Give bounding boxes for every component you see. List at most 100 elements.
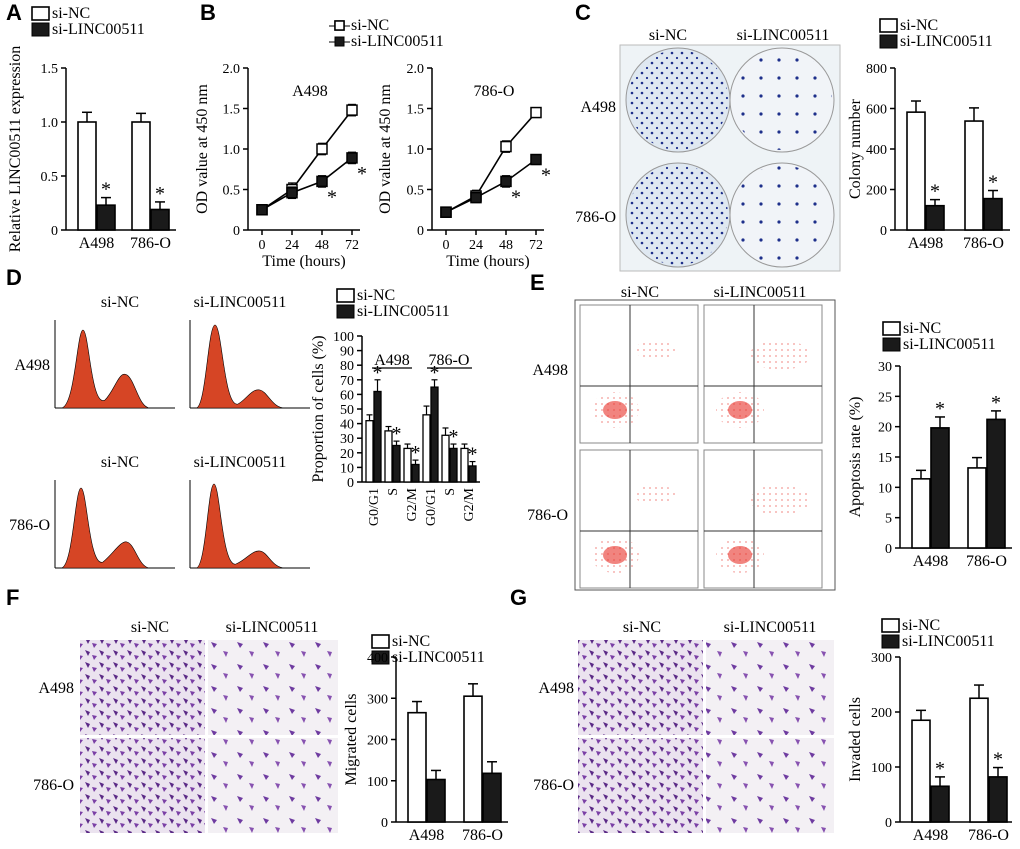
A-ytick-label: 1.5 <box>41 62 59 77</box>
c-group-nc: si-NC <box>649 27 687 44</box>
B2-sig-star: * <box>541 165 551 187</box>
D-sig-star: * <box>373 362 383 384</box>
G-sig-star: * <box>993 749 1003 771</box>
d-group-nc-top: si-NC <box>101 294 139 311</box>
c-legend-label-nc: si-NC <box>900 17 938 34</box>
B1-xtick-label: 0 <box>259 238 266 253</box>
D-ytick-label: 20 <box>340 447 354 462</box>
F-xtick-label: A498 <box>409 827 445 844</box>
b-legend-marker-nc <box>334 20 345 31</box>
F-bar <box>482 772 502 823</box>
C-ytick-label: 0 <box>880 224 887 239</box>
f-row-786o: 786-O <box>33 777 74 794</box>
f-legend-swatch-si <box>371 650 390 665</box>
A-ytick-label: 0.5 <box>41 170 59 185</box>
D-bar <box>373 390 382 483</box>
B2-title: 786-O <box>474 83 515 100</box>
B1-point <box>346 152 358 164</box>
E-ytick-label: 30 <box>878 360 892 375</box>
C-bar <box>906 111 926 231</box>
D-bar <box>422 414 431 483</box>
D-xtick-label: S <box>386 488 401 496</box>
B2-point <box>500 140 512 153</box>
C-sig-star: * <box>930 181 940 203</box>
e-legend-label-si: si-LINC00511 <box>903 336 996 353</box>
D-group-label: 786-O <box>429 352 470 369</box>
E-sig-star: * <box>991 392 1001 414</box>
D-ytick-label: 50 <box>340 403 354 418</box>
B2-series-line <box>445 158 537 213</box>
E-bar <box>911 478 931 549</box>
B1-ytick-label: 0 <box>233 224 240 239</box>
g-legend-swatch-si <box>881 634 900 649</box>
G-sig-star: * <box>935 758 945 780</box>
F-bar <box>407 711 427 823</box>
d-group-si-bottom: si-LINC00511 <box>194 454 287 471</box>
panel-label-b: B <box>200 0 216 25</box>
d-legend-swatch-nc <box>336 288 355 303</box>
D-group-label: A498 <box>374 352 410 369</box>
a-legend-label-si: si-LINC00511 <box>52 21 145 38</box>
c-legend-label-si: si-LINC00511 <box>900 33 993 50</box>
B1-point <box>316 175 328 188</box>
panel-label-e: E <box>530 270 545 295</box>
C-bar <box>964 120 984 231</box>
E-sig-star: * <box>935 398 945 420</box>
B1-xlabel: Time (hours) <box>262 253 345 270</box>
B1-series-line <box>261 157 353 211</box>
B2-ytick-label: 0 <box>417 224 424 239</box>
d-row-a498: A498 <box>14 357 50 374</box>
F-ytick-label: 300 <box>367 692 388 707</box>
f-group-si: si-LINC00511 <box>226 619 319 636</box>
B2-point <box>530 106 542 119</box>
F-ytick-label: 400 <box>367 651 388 666</box>
E-bar <box>986 418 1006 549</box>
migration-images <box>80 640 338 833</box>
B1-point <box>316 143 328 155</box>
E-ytick-label: 25 <box>878 390 892 405</box>
C-sig-star: * <box>988 172 998 194</box>
G-ylabel: Invaded cells <box>847 697 864 782</box>
D-bar <box>449 447 458 483</box>
g-row-786o: 786-O <box>533 777 574 794</box>
G-xtick-label: A498 <box>913 827 949 844</box>
F-xtick-label: 786-O <box>462 827 503 844</box>
D-ytick-label: 60 <box>340 388 354 403</box>
B1-ytick-label: 0.5 <box>223 184 241 199</box>
C-ytick-label: 200 <box>866 184 887 199</box>
D-ytick-label: 100 <box>333 330 354 345</box>
e-legend-label-nc: si-NC <box>903 320 941 337</box>
e-group-nc: si-NC <box>621 284 659 301</box>
G-ytick-label: 300 <box>871 651 892 666</box>
f-group-nc: si-NC <box>131 619 169 636</box>
d-row-786o: 786-O <box>9 517 50 534</box>
B2-point <box>440 206 452 218</box>
g-legend-swatch-nc <box>881 618 900 633</box>
C-ytick-label: 600 <box>866 103 887 118</box>
panel-label-a: A <box>6 0 22 25</box>
D-ytick-label: 10 <box>340 461 354 476</box>
G-ytick-label: 100 <box>871 761 892 776</box>
d-group-si-top: si-LINC00511 <box>194 294 287 311</box>
d-group-nc-bottom: si-NC <box>101 454 139 471</box>
B2-ylabel: OD value at 450 nm <box>377 84 394 214</box>
G-xtick-label: 786-O <box>968 827 1009 844</box>
C-ylabel: Colony number <box>847 98 864 199</box>
d-legend-label-nc: si-NC <box>357 287 395 304</box>
E-ylabel: Apoptosis rate (%) <box>847 397 864 518</box>
d-legend-swatch-si <box>336 304 355 319</box>
B1-point <box>256 204 268 216</box>
a-legend-swatch-si <box>31 22 50 37</box>
flow-cytometry-plots <box>574 299 836 591</box>
a-legend-swatch-nc <box>31 6 50 21</box>
B1-sig-star: * <box>357 163 367 185</box>
B2-point <box>530 153 542 166</box>
B1-series-line <box>261 109 353 211</box>
d-legend-label-si: si-LINC00511 <box>357 303 450 320</box>
panel-label-f: F <box>6 585 19 610</box>
F-bar <box>463 695 483 823</box>
D-bar <box>468 465 477 483</box>
A-xtick-label: A498 <box>79 235 115 252</box>
e-group-si: si-LINC00511 <box>714 284 807 301</box>
